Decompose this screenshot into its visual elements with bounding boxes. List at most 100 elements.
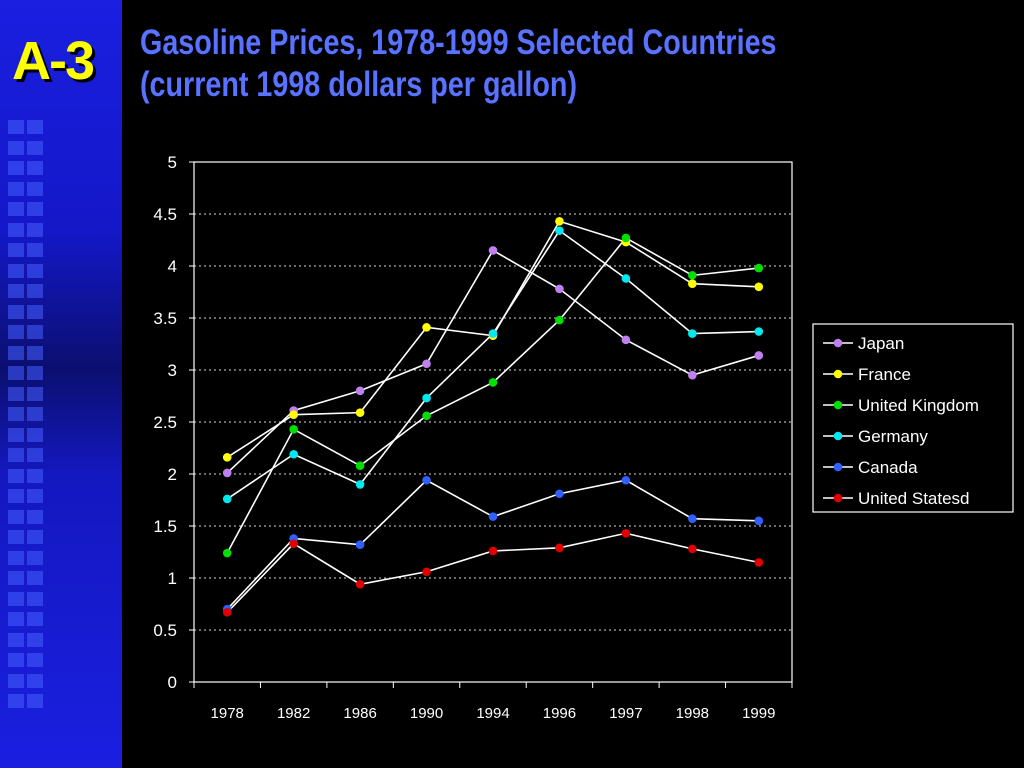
- data-point: [555, 284, 564, 294]
- plot-area: 0 0.5 1 1.5 2 2.5 3 3.5 4 4.5 5 1978 1982 1986 1990 199…: [153, 153, 793, 722]
- sidebar-square: [8, 140, 24, 155]
- sidebar-square: [8, 120, 24, 134]
- sidebar-square: [8, 632, 24, 647]
- data-point: [754, 351, 764, 360]
- data-point: [355, 540, 365, 550]
- legend-marker: [833, 369, 843, 379]
- y-tick-label: 1: [168, 569, 177, 588]
- data-point: [688, 370, 697, 380]
- sidebar-square: [27, 284, 43, 298]
- sidebar-square: [27, 632, 43, 647]
- data-point: [355, 408, 365, 417]
- sidebar-square: [27, 489, 43, 503]
- legend-marker: [833, 493, 843, 503]
- data-point: [355, 480, 365, 489]
- data-point: [754, 516, 764, 526]
- sidebar-square: [27, 222, 43, 237]
- data-point: [289, 424, 298, 434]
- data-point: [422, 475, 431, 485]
- data-point: [754, 263, 764, 273]
- sidebar-square: [8, 653, 24, 667]
- sidebar-square: [8, 222, 24, 237]
- sidebar-square: [8, 366, 24, 380]
- data-point: [289, 539, 298, 548]
- legend-label: Germany: [858, 427, 928, 446]
- data-point: [222, 468, 232, 478]
- plot-border: [193, 161, 793, 683]
- sidebar-square: [8, 202, 24, 216]
- data-point: [222, 453, 232, 462]
- sidebar-square: [8, 673, 24, 688]
- sidebar-square: [27, 427, 43, 442]
- legend-label: Japan: [858, 334, 904, 353]
- data-point: [222, 494, 232, 504]
- data-point: [222, 548, 232, 558]
- data-point: [688, 279, 697, 288]
- x-tick-label: 1982: [277, 705, 310, 722]
- data-point: [621, 274, 631, 283]
- sidebar-square: [27, 181, 43, 196]
- sidebar-square: [8, 386, 24, 401]
- x-tick-label: 1997: [609, 705, 642, 722]
- legend-marker: [833, 400, 843, 410]
- sidebar-square: [27, 120, 43, 134]
- data-point: [289, 449, 298, 459]
- data-point: [555, 489, 564, 499]
- data-point: [355, 386, 365, 396]
- sidebar-square: [27, 366, 43, 380]
- sidebar-square: [8, 448, 24, 462]
- sidebar-square: [27, 386, 43, 401]
- legend-marker: [833, 431, 843, 441]
- data-point: [621, 233, 631, 243]
- data-point: [222, 608, 232, 617]
- sidebar-square: [8, 550, 24, 565]
- x-tick-label: 1999: [742, 705, 775, 722]
- sidebar-square: [27, 509, 43, 524]
- data-point: [555, 543, 564, 553]
- sidebar-square: [8, 304, 24, 319]
- x-tick-label: 1996: [543, 705, 576, 722]
- y-tick-label: 2.5: [153, 413, 177, 432]
- chart-title-line-2: (current 1998 dollars per gallon): [140, 65, 578, 104]
- x-tick-label: 1978: [211, 705, 244, 722]
- series-line: [226, 479, 759, 610]
- sidebar-square: [27, 694, 43, 708]
- sidebar-panel: A-3: [0, 0, 122, 768]
- series-line: [226, 532, 759, 613]
- data-point: [488, 546, 498, 556]
- sidebar-square: [8, 325, 24, 339]
- data-point: [555, 226, 564, 235]
- data-point: [488, 246, 498, 255]
- sidebar-square: [27, 161, 43, 175]
- data-point: [355, 579, 365, 589]
- sidebar-square: [27, 612, 43, 626]
- sidebar-square: [27, 591, 43, 606]
- legend-marker: [833, 338, 843, 348]
- data-point: [289, 410, 298, 420]
- y-tick-label: 5: [168, 153, 177, 172]
- sidebar-square: [8, 468, 24, 483]
- sidebar-square: [27, 202, 43, 216]
- legend-label: United Statesd: [858, 489, 970, 508]
- data-point: [488, 329, 498, 338]
- sidebar-square: [8, 407, 24, 421]
- data-point: [754, 558, 764, 567]
- data-point: [422, 393, 431, 403]
- data-point: [422, 411, 431, 421]
- chart-title-line-1: Gasoline Prices, 1978-1999 Selected Coun…: [140, 23, 777, 62]
- data-point: [355, 461, 365, 470]
- sidebar-square: [8, 345, 24, 360]
- sidebar-square: [8, 571, 24, 585]
- y-tick-label: 1.5: [153, 517, 177, 536]
- sidebar-square: [27, 673, 43, 688]
- data-point: [621, 475, 631, 485]
- data-point: [488, 512, 498, 521]
- y-tick-label: 2: [168, 465, 177, 484]
- legend-label: United Kingdom: [858, 396, 979, 415]
- series-line: [226, 236, 759, 554]
- data-point: [754, 327, 764, 336]
- y-tick-label: 3.5: [153, 309, 177, 328]
- x-tick-label: 1990: [410, 705, 443, 722]
- data-point: [422, 359, 431, 369]
